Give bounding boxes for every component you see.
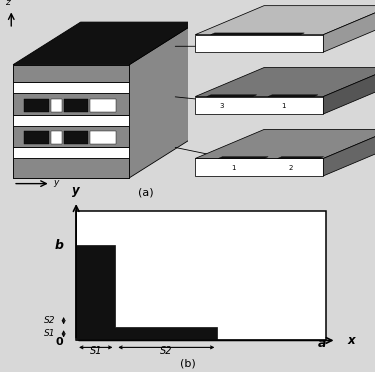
Bar [24, 131, 49, 144]
Polygon shape [13, 93, 129, 115]
Polygon shape [13, 65, 129, 82]
Text: (a): (a) [138, 187, 154, 197]
Text: S2: S2 [44, 316, 55, 325]
Text: z: z [5, 0, 10, 7]
Text: S1: S1 [90, 346, 102, 356]
Text: 1: 1 [281, 103, 285, 109]
Bar [90, 99, 116, 112]
Text: 1: 1 [231, 165, 236, 171]
Polygon shape [210, 33, 304, 35]
Polygon shape [268, 95, 318, 97]
Text: a: a [318, 337, 327, 350]
Bar [64, 131, 88, 144]
Polygon shape [76, 245, 217, 340]
Bar [51, 131, 62, 144]
Polygon shape [323, 68, 375, 114]
Text: 2: 2 [289, 165, 293, 171]
Polygon shape [195, 6, 375, 35]
Polygon shape [323, 129, 375, 176]
Text: (b): (b) [180, 359, 195, 369]
Polygon shape [13, 158, 129, 178]
Polygon shape [278, 157, 324, 158]
Polygon shape [207, 95, 257, 97]
Polygon shape [218, 157, 268, 158]
Polygon shape [13, 22, 197, 65]
Text: 0: 0 [55, 337, 63, 347]
Polygon shape [13, 158, 129, 178]
Polygon shape [195, 129, 375, 158]
Polygon shape [129, 22, 197, 178]
Text: x: x [348, 334, 355, 347]
Text: 3: 3 [220, 103, 224, 109]
Polygon shape [13, 82, 129, 93]
Bar [64, 99, 88, 112]
Text: S1: S1 [44, 329, 55, 339]
Polygon shape [13, 126, 129, 147]
Polygon shape [195, 158, 323, 176]
Polygon shape [13, 82, 129, 93]
Bar [90, 131, 116, 144]
Bar [51, 99, 62, 112]
Polygon shape [195, 35, 323, 52]
Bar [76, 211, 326, 340]
Bar [24, 99, 49, 112]
Polygon shape [13, 126, 129, 147]
Polygon shape [195, 68, 375, 97]
Text: b: b [54, 239, 63, 252]
Polygon shape [195, 97, 323, 114]
Polygon shape [13, 115, 129, 126]
Text: y: y [72, 183, 80, 196]
Text: y: y [54, 177, 59, 187]
Polygon shape [13, 147, 129, 158]
Polygon shape [13, 93, 129, 115]
Polygon shape [13, 147, 129, 158]
Polygon shape [323, 6, 375, 52]
Text: S2: S2 [160, 346, 172, 356]
Polygon shape [13, 115, 129, 126]
Polygon shape [13, 65, 129, 82]
